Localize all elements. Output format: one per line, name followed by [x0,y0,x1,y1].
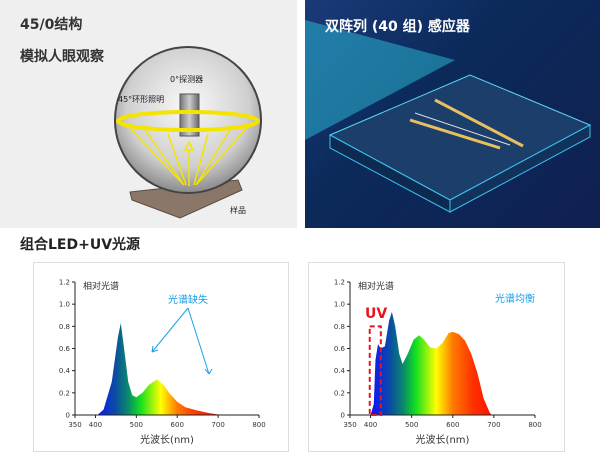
panel-title: 45/0结构 [20,17,83,33]
annotation-arrows [151,307,213,375]
panel-subtitle: 模拟人眼观察 [20,49,104,65]
y-tick-label: 0.2 [334,389,345,397]
y-tick-label: 0.6 [334,345,346,353]
panel-45-0-structure: 45/0结构 模拟人眼观察 0°探测器 45°环形照明 样品 [0,0,297,228]
detector-label: 0°探测器 [170,75,204,84]
ring-label: 45°环形照明 [118,95,165,104]
x-tick-label: 800 [252,421,265,429]
spectrum-area [97,323,223,415]
x-tick-label: 500 [130,421,143,429]
annotation-balanced-spectrum: 光谱均衡 [495,292,535,305]
y-tick-label: 0 [341,412,345,420]
y-tick-label: 0 [66,412,70,420]
annotation-missing-spectrum: 光谱缺失 [168,293,208,306]
x-tick-label: 600 [171,421,184,429]
y-tick-label: 1.2 [334,279,345,287]
light-rays [123,121,253,186]
panel-title: 双阵列 (40 组) 感应器 [325,19,470,35]
x-tick-label: 400 [364,421,377,429]
x-tick-label: 350 [343,421,356,429]
section-title: 组合LED+UV光源 [20,237,141,253]
uv-highlight-box [368,325,382,417]
x-axis-label: 光波长(nm) [140,433,194,446]
ring-illumination [116,110,260,132]
y-tick-label: 0.6 [59,345,71,353]
x-tick-label: 500 [405,421,418,429]
x-tick-label: 600 [446,421,459,429]
x-tick-label: 400 [89,421,102,429]
y-tick-label: 0.8 [334,323,345,331]
y-tick-label: 0.4 [59,367,71,375]
x-tick-label: 700 [211,421,224,429]
y-tick-label: 1.0 [334,301,345,309]
y-tick-label: 1.0 [59,301,70,309]
reflect-arrow [183,140,195,186]
x-axis-label: 光波长(nm) [416,433,470,446]
spectrum-area [370,311,492,415]
uv-label: UV [365,306,387,322]
y-tick-label: 0.4 [334,367,346,375]
detector-cylinder [179,93,200,137]
y-axis-label: 相对光谱 [83,280,119,292]
y-tick-label: 0.8 [59,323,70,331]
sample-label: 样品 [230,206,246,215]
panel-sensor: 双阵列 (40 组) 感应器 [305,0,600,228]
y-tick-label: 0.2 [59,389,70,397]
x-tick-label: 700 [487,421,500,429]
sensor-chip-image [305,20,592,213]
x-tick-label: 800 [528,421,541,429]
y-axis-label: 相对光谱 [358,280,394,292]
y-tick-label: 1.2 [59,279,70,287]
geometry-diagram [114,46,262,219]
x-tick-label: 350 [68,421,81,429]
